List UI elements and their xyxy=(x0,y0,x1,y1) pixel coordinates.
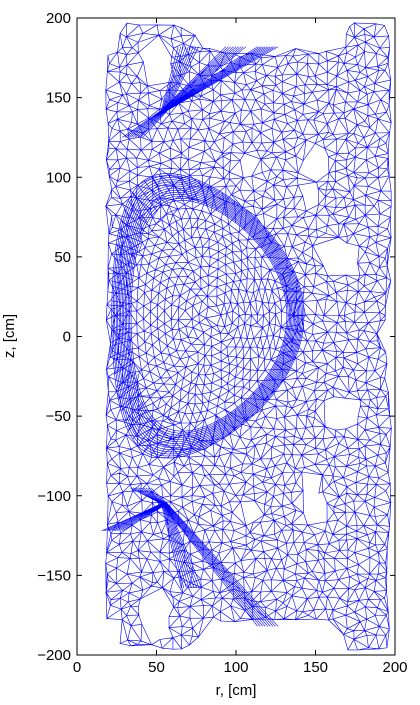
y-tick-label: 150 xyxy=(46,90,71,107)
y-tick-label: 50 xyxy=(54,249,71,266)
x-tick-label: 50 xyxy=(148,659,165,676)
triangular-mesh xyxy=(101,22,393,651)
y-axis-label: z, [cm] xyxy=(1,314,18,358)
x-axis-label: r, [cm] xyxy=(216,682,257,699)
x-tick-label: 100 xyxy=(223,659,248,676)
mesh-layer xyxy=(101,22,393,651)
y-tick-label: −200 xyxy=(37,647,71,664)
y-tick-label: −100 xyxy=(37,488,71,505)
ticks-layer: 0 50 100 150 200 200 150 100 50 0 −50 −100 −150 −200 xyxy=(37,10,407,676)
y-tick-label: −150 xyxy=(37,567,71,584)
x-tick-label: 0 xyxy=(73,659,81,676)
y-tick-label: 100 xyxy=(46,169,71,186)
axes-box xyxy=(76,17,396,656)
x-tick-label: 150 xyxy=(303,659,328,676)
y-tick-label: −50 xyxy=(46,408,71,425)
y-tick-label: 200 xyxy=(46,10,71,27)
x-tick-label: 200 xyxy=(382,659,407,676)
y-tick-label: 0 xyxy=(63,329,71,346)
